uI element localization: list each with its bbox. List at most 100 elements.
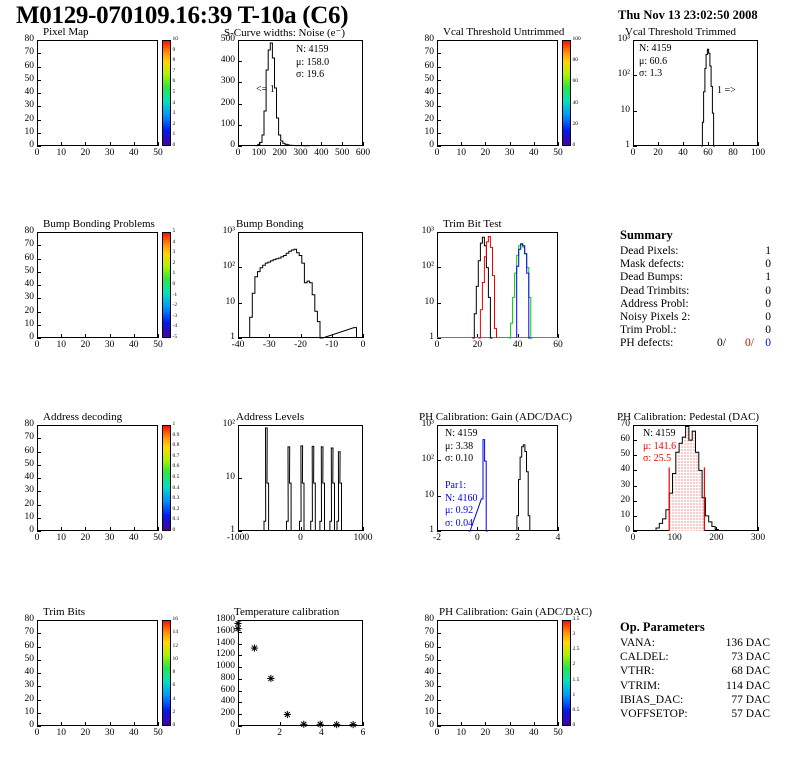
trim-bits-palette bbox=[162, 620, 171, 726]
scurve-ytick-label: 300 bbox=[220, 76, 235, 87]
bump-problems-ytick-label: 10 bbox=[24, 318, 35, 329]
ph-pedestal-ytick-label: 70 bbox=[620, 419, 631, 429]
address-decoding-xtick bbox=[133, 527, 135, 531]
temperature-xtick bbox=[279, 722, 281, 726]
trim-bits-palette-label: 16 bbox=[172, 616, 179, 622]
ph-gain-map-xtick-label: 40 bbox=[529, 728, 539, 738]
vcal-trimmed-xtick bbox=[633, 142, 634, 146]
bump-problems-ytick-label: 60 bbox=[24, 252, 35, 263]
temperature-ytick-label: 0 bbox=[230, 720, 235, 730]
vcal-untrimmed-palette-label: 60 bbox=[572, 78, 579, 85]
bump-problems-xtick bbox=[158, 334, 159, 338]
ph-pedestal-ytick bbox=[633, 485, 637, 487]
op-parameter-value: 73 DAC bbox=[731, 651, 770, 664]
vcal-untrimmed-xtick-label: 30 bbox=[504, 148, 515, 158]
address-decoding-xtick-label: 10 bbox=[56, 533, 66, 543]
trim-bits-xtick-label: 30 bbox=[104, 728, 115, 738]
vcal-trimmed-xtick-label: 0 bbox=[630, 148, 636, 158]
bump-problems-palette-label: -5 bbox=[172, 334, 178, 340]
op-parameter-label: CALDEL: bbox=[620, 651, 669, 664]
ph-pedestal-curve bbox=[655, 426, 719, 531]
ph-gain-map-frame bbox=[437, 620, 558, 726]
ph-gain-frame bbox=[437, 425, 558, 531]
summary-row-label: Trim Probl.: bbox=[620, 324, 677, 337]
ph-gain-map-ytick-label: 40 bbox=[424, 667, 435, 677]
temperature-xtick bbox=[363, 722, 364, 726]
vcal-untrimmed-palette-label: 100 bbox=[572, 36, 581, 42]
bump-problems-xtick-label: 30 bbox=[104, 340, 115, 350]
vcal-untrimmed-ytick bbox=[437, 53, 441, 55]
address-levels-ytick bbox=[238, 531, 242, 532]
address-decoding-ytick bbox=[37, 425, 41, 426]
op-parameter-value: 136 DAC bbox=[725, 637, 770, 649]
summary-row-label: Noisy Pixels 2: bbox=[620, 311, 691, 323]
bump-bonding-xtick bbox=[238, 334, 239, 338]
scurve-ytick bbox=[238, 146, 242, 147]
vcal-trimmed-xtick bbox=[708, 142, 709, 146]
temperature-xtick bbox=[238, 722, 239, 726]
vcal-untrimmed-ytick bbox=[437, 79, 441, 81]
op-parameters-title: Op. Parameters bbox=[620, 620, 705, 634]
temperature-title: Temperature calibration bbox=[234, 606, 340, 618]
bump-problems-ytick bbox=[37, 338, 41, 339]
bump-bonding-xtick bbox=[363, 334, 364, 338]
vcal-trimmed-xtick-label: 60 bbox=[703, 148, 713, 158]
trim-bits-palette-label: 0 bbox=[172, 722, 176, 728]
op-parameter-value: 77 DAC bbox=[731, 693, 770, 706]
pixel-map-ytick-label: 10 bbox=[24, 126, 35, 137]
scurve-xtick bbox=[342, 142, 344, 146]
address-decoding-xtick bbox=[109, 527, 111, 531]
ph-pedestal-ytick-label: 30 bbox=[620, 479, 631, 490]
vcal-trimmed-ytick bbox=[633, 110, 637, 112]
address-decoding-palette-label: 0.4 bbox=[172, 484, 180, 491]
vcal-untrimmed-ytick-label: 30 bbox=[424, 100, 435, 111]
vcal-untrimmed-xtick-label: 40 bbox=[529, 148, 539, 158]
ph-gain-ytick-label: 10³ bbox=[421, 419, 434, 429]
ph-pedestal-ytick bbox=[633, 531, 637, 532]
temperature-ytick bbox=[238, 643, 242, 645]
bump-problems-ytick bbox=[37, 324, 41, 326]
trim-bits-xtick-label: 20 bbox=[80, 728, 91, 738]
address-levels-ytick-label: 10 bbox=[225, 472, 236, 482]
ph-gain-map-xtick-label: 30 bbox=[504, 728, 515, 738]
address-levels-xtick-label: 1000 bbox=[353, 533, 373, 543]
bump-problems-ytick-label: 30 bbox=[24, 292, 35, 303]
address-levels-xtick-label: 0 bbox=[298, 533, 303, 543]
address-decoding-ytick-label: 0 bbox=[29, 525, 34, 535]
temperature-ytick bbox=[238, 631, 242, 633]
vcal-trimmed-xtick bbox=[683, 142, 684, 146]
summary-ph-defects-v2: 0/ bbox=[745, 337, 754, 349]
ph-gain-map-palette-label: 0 bbox=[572, 722, 576, 728]
ph-gain-map-ytick-label: 10 bbox=[424, 706, 435, 717]
vcal-untrimmed-ytick-label: 10 bbox=[424, 126, 435, 137]
pixel-map-xtick-label: 0 bbox=[34, 148, 40, 158]
op-parameter-label: VOFFSETOP: bbox=[620, 708, 688, 720]
vcal-untrimmed-palette bbox=[562, 40, 571, 146]
bump-bonding-ytick-label: 10² bbox=[222, 261, 235, 272]
trim-bits-ytick-label: 30 bbox=[24, 680, 35, 691]
ph-gain-map-ytick bbox=[437, 620, 441, 621]
trim-bits-xtick-label: 0 bbox=[34, 728, 40, 738]
trim-bit-test-xtick bbox=[558, 334, 559, 338]
pixel-map-ytick bbox=[37, 93, 41, 94]
temperature-ytick-label: 600 bbox=[220, 684, 235, 695]
temperature-ytick bbox=[238, 714, 242, 716]
temperature-ytick-label: 1800 bbox=[216, 614, 235, 624]
ph-gain-map-ytick bbox=[437, 686, 441, 688]
pixel-map-palette-label: 1 bbox=[172, 131, 176, 138]
ph-gain-xtick bbox=[558, 527, 559, 531]
scurve-curve bbox=[255, 42, 311, 147]
bump-problems-palette-label: -4 bbox=[172, 323, 178, 330]
bump-problems-xtick-label: 40 bbox=[129, 340, 139, 350]
trim-bits-ytick-label: 80 bbox=[24, 614, 35, 624]
bump-bonding-xtick bbox=[300, 334, 302, 338]
scurve-ytick bbox=[238, 103, 242, 105]
address-decoding-xtick bbox=[37, 527, 38, 531]
trim-bit-test-xtick-label: 60 bbox=[553, 340, 563, 350]
address-decoding-xtick bbox=[85, 527, 87, 531]
pixel-map-ytick bbox=[37, 66, 41, 68]
ph-gain-map-ytick bbox=[437, 646, 441, 648]
trim-bit-test-ytick-label: 10 bbox=[424, 296, 435, 307]
bump-bonding-ytick bbox=[238, 302, 242, 304]
ph-gain-ytick bbox=[437, 460, 441, 462]
